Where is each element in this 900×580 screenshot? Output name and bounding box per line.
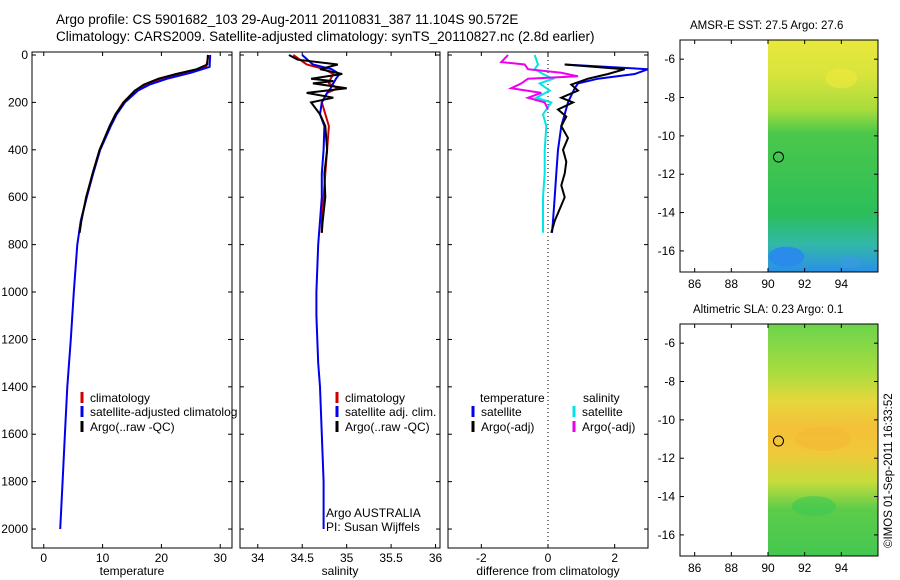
warm-water-patch xyxy=(825,68,858,89)
salinity-series-2 xyxy=(288,54,347,233)
salinity-xtick-label: 36 xyxy=(429,551,443,565)
sla-lon-label: 86 xyxy=(688,561,702,575)
sla-lat-label: -14 xyxy=(658,490,676,504)
figure-title-line-2: Climatology: CARS2009. Satellite-adjuste… xyxy=(56,29,595,44)
difference-legend-label: satellite xyxy=(481,405,522,419)
sst-lat-label: -10 xyxy=(658,129,676,143)
cool-water-patch xyxy=(768,246,805,267)
depth-tick-label: 1600 xyxy=(1,427,28,441)
sst-lat-label: -12 xyxy=(658,167,676,181)
figure-title-line-1: Argo profile: CS 5901682_103 29-Aug-2011… xyxy=(56,12,519,27)
temperature-xlabel: temperature xyxy=(100,564,165,578)
low-sla-patch xyxy=(791,496,836,517)
sst-lon-label: 90 xyxy=(761,277,775,291)
sla-map-title: Altimetric SLA: 0.23 Argo: 0.1 xyxy=(693,304,844,316)
sst-lon-label: 92 xyxy=(798,277,812,291)
sla-map-frame xyxy=(679,323,879,557)
high-sla-patch xyxy=(795,427,851,452)
salinity-xtick-label: 35 xyxy=(340,551,354,565)
salinity-axes-frame xyxy=(239,51,441,549)
difference-xtick-label: 0 xyxy=(545,551,552,565)
difference-series-1 xyxy=(550,63,625,234)
cool-water-patch xyxy=(840,256,861,269)
panel-salinity: 34 34.5 35 35.5 36 salinity climatologysatelli… xyxy=(239,51,443,578)
sla-lat-label: -6 xyxy=(664,336,675,350)
sla-lon-label: 88 xyxy=(725,561,739,575)
difference-legend-label: Argo(-adj) xyxy=(481,420,534,434)
principal-investigator-label: PI: Susan Wijffels xyxy=(326,520,420,534)
temperature-xtick-label: 30 xyxy=(214,551,228,565)
salinity-xtick-label: 35.5 xyxy=(379,551,403,565)
depth-tick-label: 400 xyxy=(8,143,28,157)
difference-xtick-label: 2 xyxy=(611,551,618,565)
sst-lon-label: 86 xyxy=(688,277,702,291)
difference-series-3 xyxy=(499,54,579,110)
temperature-xtick-label: 20 xyxy=(155,551,169,565)
depth-tick-label: 200 xyxy=(8,95,28,109)
sst-lat-label: -8 xyxy=(664,91,675,105)
difference-series-2 xyxy=(533,54,556,233)
difference-xlabel: difference from climatology xyxy=(476,564,619,578)
salinity-series-1 xyxy=(301,54,342,529)
temperature-series-2 xyxy=(78,54,209,233)
sla-lat-label: -10 xyxy=(658,413,676,427)
depth-tick-label: 600 xyxy=(8,190,28,204)
sst-field xyxy=(768,40,878,272)
sla-map: -6 -8 -10 -12 -14 -16 86 88 90 92 94 xyxy=(658,323,879,575)
temperature-xtick-label: 10 xyxy=(96,551,110,565)
difference-series-0 xyxy=(551,63,648,233)
panel-temperature: 0 200 400 600 800 1000 1200 1400 1600 1800 2000 0 10… xyxy=(1,48,237,578)
depth-tick-label: 800 xyxy=(8,238,28,252)
depth-tick-label: 0 xyxy=(21,48,28,62)
legend-title-temperature: temperature xyxy=(480,391,545,405)
sla-lat-label: -16 xyxy=(658,528,676,542)
sst-lat-label: -14 xyxy=(658,206,676,220)
temperature-legend-label: climatology xyxy=(90,391,150,405)
sla-lat-label: -8 xyxy=(664,375,675,389)
salinity-legend-label: satellite adj. clim. xyxy=(345,405,436,419)
sst-lon-label: 88 xyxy=(725,277,739,291)
depth-tick-label: 1800 xyxy=(1,475,28,489)
legend-title-salinity: salinity xyxy=(583,391,620,405)
sla-argo-position-marker xyxy=(772,435,784,447)
sla-lat-label: -12 xyxy=(658,451,676,465)
sst-map-frame xyxy=(679,39,879,273)
difference-legend-label: Argo(-adj) xyxy=(582,420,635,434)
salinity-xtick-label: 34.5 xyxy=(291,551,315,565)
salinity-xtick-label: 34 xyxy=(251,551,265,565)
salinity-legend-label: climatology xyxy=(345,391,405,405)
depth-tick-label: 1200 xyxy=(1,332,28,346)
sst-argo-position-marker xyxy=(772,151,784,163)
sla-lon-label: 90 xyxy=(761,561,775,575)
sst-lat-label: -16 xyxy=(658,244,676,258)
sst-lon-label: 94 xyxy=(835,277,849,291)
sst-lat-label: -6 xyxy=(664,52,675,66)
salinity-xlabel: salinity xyxy=(322,564,359,578)
temperature-legend-label: Argo(..raw -QC) xyxy=(90,420,175,434)
depth-tick-label: 1400 xyxy=(1,380,28,394)
depth-tick-label: 1000 xyxy=(1,285,28,299)
sla-lon-label: 92 xyxy=(798,561,812,575)
depth-tick-label: 2000 xyxy=(1,522,28,536)
difference-legend-label: satellite xyxy=(582,405,623,419)
sst-map-title: AMSR-E SST: 27.5 Argo: 27.6 xyxy=(690,20,844,32)
salinity-legend-label: Argo(..raw -QC) xyxy=(345,420,430,434)
sst-map: -6 -8 -10 -12 -14 -16 86 88 90 92 94 xyxy=(658,39,879,291)
temperature-legend-label: satellite-adjusted climatolog xyxy=(90,405,237,419)
difference-xtick-label: -2 xyxy=(476,551,487,565)
sla-lon-label: 94 xyxy=(835,561,849,575)
temperature-axes-frame xyxy=(31,51,233,549)
temperature-xtick-label: 0 xyxy=(40,551,47,565)
float-program-label: Argo AUSTRALIA xyxy=(326,506,421,520)
